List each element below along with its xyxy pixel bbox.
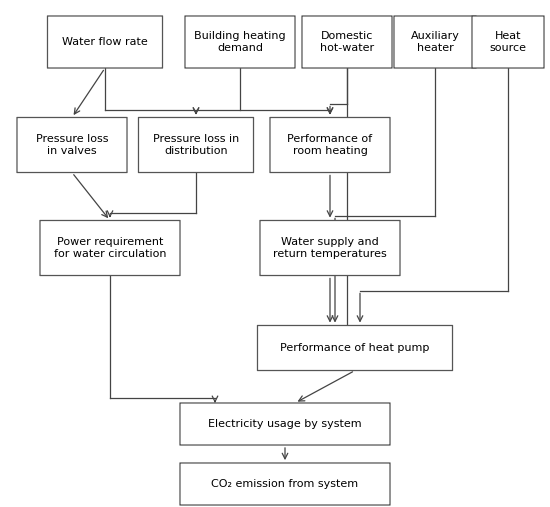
FancyBboxPatch shape [47, 16, 162, 68]
FancyBboxPatch shape [185, 16, 295, 68]
Text: Performance of heat pump: Performance of heat pump [280, 343, 430, 353]
FancyBboxPatch shape [139, 118, 254, 172]
FancyBboxPatch shape [257, 325, 453, 371]
Text: Water supply and
return temperatures: Water supply and return temperatures [273, 237, 387, 259]
Text: Auxiliary
heater: Auxiliary heater [410, 31, 459, 53]
Text: Performance of
room heating: Performance of room heating [288, 134, 372, 156]
FancyBboxPatch shape [260, 221, 400, 275]
Text: Pressure loss
in valves: Pressure loss in valves [36, 134, 108, 156]
FancyBboxPatch shape [394, 16, 476, 68]
FancyBboxPatch shape [180, 463, 390, 505]
FancyBboxPatch shape [472, 16, 544, 68]
Text: Water flow rate: Water flow rate [62, 37, 148, 47]
Text: Building heating
demand: Building heating demand [194, 31, 286, 53]
FancyBboxPatch shape [180, 403, 390, 445]
Text: CO₂ emission from system: CO₂ emission from system [211, 479, 359, 489]
Text: Electricity usage by system: Electricity usage by system [208, 419, 362, 429]
Text: Heat
source: Heat source [490, 31, 526, 53]
Text: Pressure loss in
distribution: Pressure loss in distribution [153, 134, 239, 156]
FancyBboxPatch shape [40, 221, 180, 275]
FancyBboxPatch shape [17, 118, 127, 172]
Text: Power requirement
for water circulation: Power requirement for water circulation [54, 237, 166, 259]
FancyBboxPatch shape [302, 16, 392, 68]
FancyBboxPatch shape [270, 118, 390, 172]
Text: Domestic
hot-water: Domestic hot-water [320, 31, 374, 53]
